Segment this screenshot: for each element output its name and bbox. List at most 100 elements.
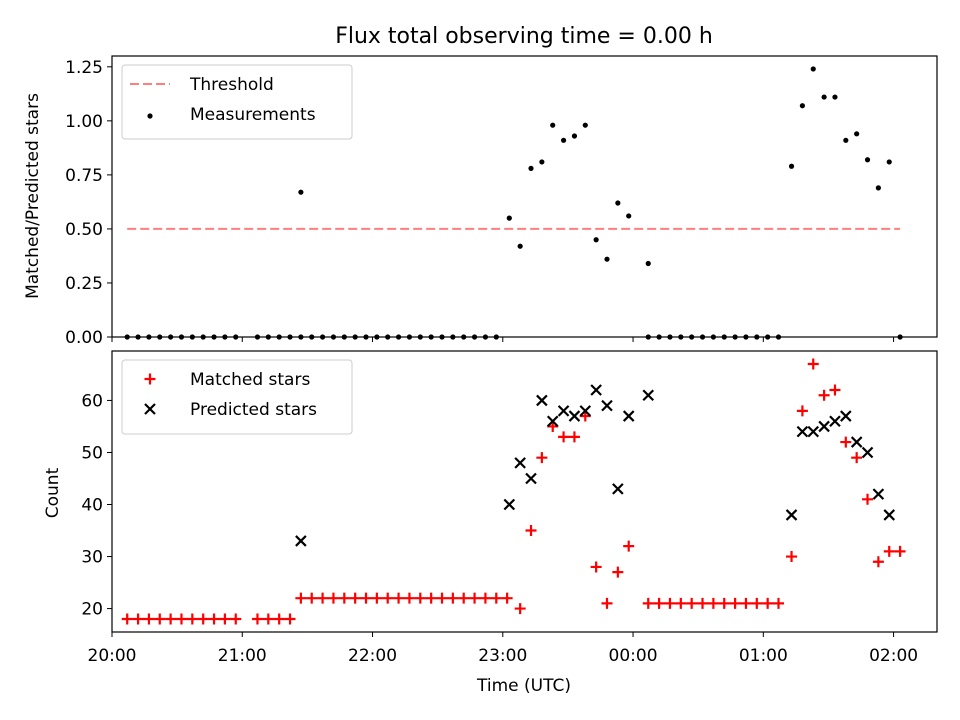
predicted-stars-point bbox=[568, 410, 581, 422]
matched-stars-point bbox=[143, 613, 155, 625]
matched-stars-point bbox=[675, 597, 687, 609]
predicted-stars-point bbox=[642, 389, 655, 402]
measurement-point bbox=[645, 260, 651, 267]
matched-stars-point bbox=[590, 561, 602, 573]
matched-stars-point bbox=[751, 597, 763, 609]
matched-stars-point bbox=[306, 592, 318, 604]
matched-stars-point bbox=[436, 592, 448, 604]
matched-stars-point bbox=[230, 613, 242, 625]
measurement-point bbox=[298, 189, 304, 195]
matched-stars-point bbox=[403, 592, 415, 604]
measurement-point bbox=[615, 200, 621, 206]
matched-stars-point bbox=[623, 540, 635, 552]
predicted-stars-point bbox=[590, 384, 602, 396]
measurement-point bbox=[626, 213, 632, 219]
matched-stars-point bbox=[740, 597, 752, 609]
bottom-panel: 20:00 21:00 22:00 23:00 00:00 01:00 02:00 20 30 4… bbox=[81, 350, 938, 666]
matched-stars-point bbox=[219, 613, 231, 625]
measurement-point bbox=[571, 133, 578, 139]
matched-stars-point bbox=[349, 592, 361, 604]
top-y-axis-label: Matched/Predicted stars bbox=[23, 93, 43, 299]
matched-stars-point bbox=[121, 613, 133, 625]
bottom-legend: Matched stars Predicted stars bbox=[121, 359, 353, 435]
matched-stars-point bbox=[558, 431, 570, 443]
matched-stars-point bbox=[718, 597, 730, 609]
matched-stars-point bbox=[360, 592, 372, 604]
matched-stars-point bbox=[490, 592, 502, 604]
bottom-y-tick-label: 60 bbox=[81, 391, 103, 411]
matched-stars-point bbox=[862, 493, 874, 505]
bottom-y-tick-label: 30 bbox=[81, 548, 103, 568]
matched-stars-point bbox=[601, 597, 613, 609]
matched-stars-point bbox=[664, 597, 676, 609]
predicted-stars-point bbox=[785, 509, 798, 521]
matched-stars-point bbox=[382, 592, 394, 604]
predicted-stars-point bbox=[796, 425, 809, 438]
predicted-stars-point bbox=[612, 483, 624, 495]
measurement-point bbox=[560, 137, 567, 143]
bottom-y-tick-label: 20 bbox=[81, 600, 103, 620]
predicted-stars-point bbox=[503, 498, 516, 511]
predicted-stars-point bbox=[557, 405, 570, 417]
legend-label: Predicted stars bbox=[190, 400, 317, 420]
matched-stars-point bbox=[536, 452, 548, 464]
matched-stars-point bbox=[501, 592, 513, 604]
x-tick-label: 20:00 bbox=[88, 646, 137, 666]
matched-stars-point bbox=[525, 525, 537, 537]
measurement-point bbox=[604, 256, 610, 262]
measurement-point bbox=[875, 185, 881, 191]
predicted-stars-point bbox=[525, 472, 537, 485]
measurement-point bbox=[788, 163, 795, 169]
x-tick-label: 01:00 bbox=[739, 646, 788, 666]
matched-stars-point bbox=[786, 551, 798, 563]
predicted-stars-point bbox=[514, 457, 526, 469]
predicted-stars-point bbox=[872, 488, 885, 500]
legend-measurements-swatch bbox=[147, 113, 153, 119]
matched-stars-point bbox=[653, 597, 665, 609]
legend-matched-swatch bbox=[144, 373, 156, 385]
matched-stars-point bbox=[447, 592, 459, 604]
predicted-stars-point bbox=[601, 399, 613, 412]
measurement-point bbox=[550, 122, 556, 128]
matched-stars-point bbox=[807, 358, 819, 370]
measurement-point bbox=[517, 243, 523, 249]
matched-stars-point bbox=[686, 597, 698, 609]
matched-stars-point bbox=[796, 405, 808, 417]
matched-stars-point bbox=[568, 431, 580, 443]
top-panel: 0.00 0.25 0.50 0.75 1.00 1.25 Threshold Measure… bbox=[65, 55, 938, 348]
x-tick-label: 21:00 bbox=[218, 646, 267, 666]
matched-stars-point bbox=[273, 613, 285, 625]
predicted-stars-point bbox=[850, 436, 863, 448]
matched-stars-point bbox=[894, 545, 906, 557]
bottom-y-tick-label: 40 bbox=[81, 496, 103, 516]
predicted-stars-point bbox=[536, 394, 548, 407]
measurement-point bbox=[506, 215, 512, 221]
bottom-y-axis-label: Count bbox=[43, 467, 63, 518]
measurement-point bbox=[843, 137, 849, 143]
measurement-point bbox=[864, 157, 871, 163]
legend-label: Matched stars bbox=[190, 370, 310, 390]
matched-stars-point bbox=[642, 597, 654, 609]
measurement-point bbox=[854, 131, 860, 137]
top-plot-frame bbox=[111, 55, 938, 338]
top-y-tick-label: 0.75 bbox=[65, 166, 103, 186]
matched-stars-point bbox=[851, 452, 863, 464]
matched-stars-point bbox=[883, 545, 895, 557]
measurement-point bbox=[886, 159, 892, 165]
top-legend: Threshold Measurements bbox=[121, 64, 353, 140]
matched-stars-point bbox=[829, 384, 841, 396]
bottom-plot-frame bbox=[111, 350, 938, 633]
measurement-point bbox=[832, 94, 838, 100]
predicted-stars-point bbox=[818, 420, 830, 433]
predicted-stars-point bbox=[883, 509, 896, 521]
top-y-tick-label: 0.25 bbox=[65, 274, 103, 294]
predicted-stars-point bbox=[807, 425, 820, 438]
predicted-stars-point bbox=[861, 446, 874, 459]
x-tick-label: 23:00 bbox=[478, 646, 527, 666]
matched-stars-point bbox=[872, 556, 884, 568]
matched-stars-point bbox=[262, 613, 274, 625]
matched-stars-point bbox=[840, 436, 852, 448]
matched-stars-point bbox=[514, 603, 526, 615]
matched-stars-point bbox=[458, 592, 470, 604]
x-tick-label: 22:00 bbox=[348, 646, 397, 666]
